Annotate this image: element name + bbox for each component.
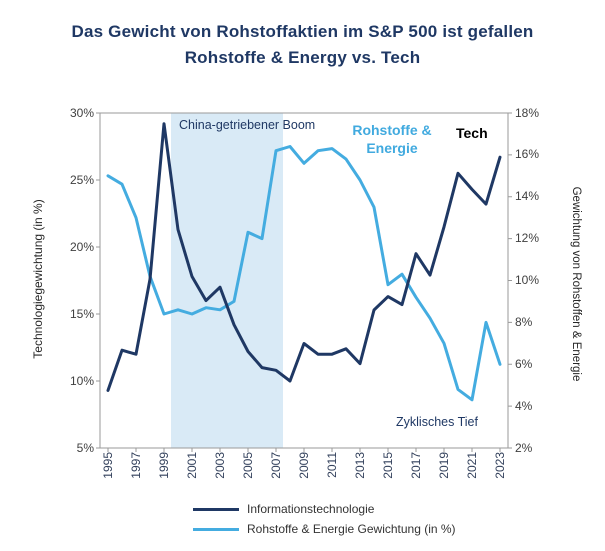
x-axis-tick-label: 2013 [353, 452, 367, 479]
x-axis-tick-label: 1999 [157, 452, 171, 479]
left-axis-tick-label: 25% [69, 172, 94, 187]
legend-label: Informationstechnologie [247, 502, 375, 516]
left-axis-tick-label: 15% [69, 306, 94, 321]
legend-item: Rohstoffe & Energie Gewichtung (in %) [193, 522, 456, 537]
annotation-zyklisches-tief: Zyklisches Tief [396, 415, 478, 429]
right-axis-tick-label: 10% [515, 273, 540, 287]
left-axis-tick-label: 5% [76, 440, 94, 455]
series-line-informationstechnologie [106, 122, 502, 392]
left-axis-title: Technologiegewichtung (in %) [31, 199, 45, 359]
right-axis-tick-label: 2% [515, 440, 533, 455]
x-axis-tick-label: 2023 [493, 452, 507, 479]
x-axis-tick-label: 2011 [325, 452, 339, 478]
x-axis-tick-label: 1997 [129, 452, 143, 479]
series-line-rohstoffe-energie-gewichtung-in- [106, 145, 502, 402]
annotation-tech: Tech [456, 125, 488, 141]
shaded-region-china-boom [171, 113, 283, 448]
left-axis-tick-label: 20% [69, 239, 94, 254]
x-axis-tick-label: 2005 [241, 452, 255, 479]
legend: Informationstechnologie Rohstoffe & Energ… [193, 502, 456, 537]
legend-line-swatch [193, 528, 239, 531]
x-axis-tick-label: 2007 [269, 452, 283, 479]
legend-label: Rohstoffe & Energie Gewichtung (in %) [247, 522, 456, 536]
annotation-rohstoffe-energie: Rohstoffe & Energie [352, 122, 432, 157]
right-axis-tick-label: 8% [515, 314, 533, 329]
x-axis-tick-label: 2009 [297, 452, 311, 479]
right-axis-tick-label: 6% [515, 356, 533, 371]
x-axis-tick-label: 2021 [465, 452, 479, 479]
right-axis-tick-label: 12% [515, 231, 540, 246]
x-axis-tick-label: 2019 [437, 452, 451, 479]
x-axis-tick-label: 2017 [409, 452, 423, 479]
left-axis-tick-label: 30% [69, 105, 94, 120]
x-axis-tick-label: 2001 [185, 452, 199, 479]
legend-line-swatch [193, 508, 239, 511]
legend-item: Informationstechnologie [193, 502, 456, 517]
x-axis-tick-label: 2003 [213, 452, 227, 479]
chart-title-line1: Das Gewicht von Rohstoffaktien im S&P 50… [71, 22, 534, 41]
right-axis-tick-label: 16% [515, 147, 540, 162]
x-axis-tick-label: 1995 [101, 452, 115, 479]
right-axis-tick-label: 18% [515, 105, 540, 120]
chart-title-line2: Rohstoffe & Energy vs. Tech [184, 48, 421, 67]
x-axis-tick-label: 2015 [381, 452, 395, 479]
right-axis-title: Gewichtung von Rohstoffen & Energie [570, 186, 582, 382]
annotation-china-boom: China-getriebener Boom [179, 118, 316, 132]
right-axis-tick-label: 14% [515, 189, 540, 204]
left-axis-tick-label: 10% [69, 373, 94, 388]
right-axis-tick-label: 4% [515, 398, 533, 413]
